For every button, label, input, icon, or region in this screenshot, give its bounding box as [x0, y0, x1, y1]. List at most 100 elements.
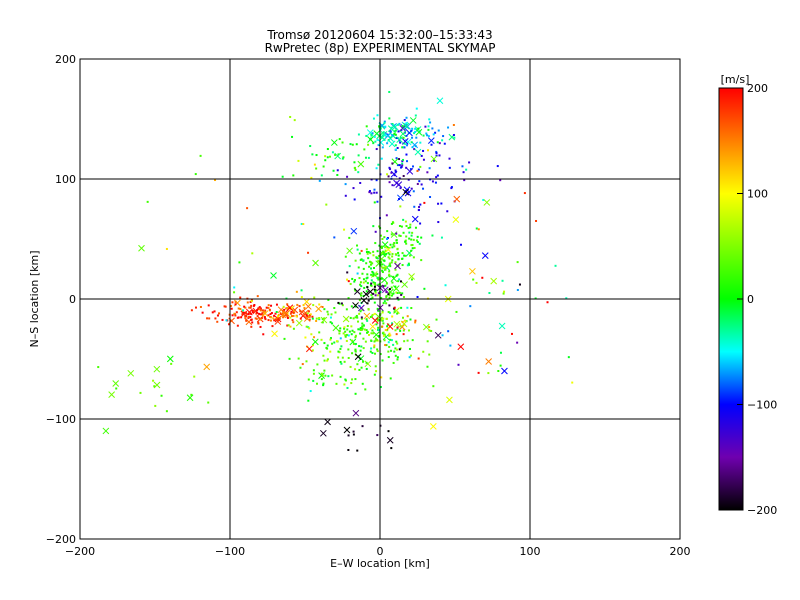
data-point — [420, 236, 423, 239]
data-point — [376, 250, 379, 253]
data-point — [367, 308, 370, 311]
data-point — [414, 127, 417, 130]
data-point — [408, 356, 411, 359]
data-point — [380, 247, 383, 250]
data-point — [385, 344, 388, 347]
data-point — [250, 300, 253, 303]
data-point — [392, 361, 395, 364]
data-point — [389, 265, 392, 268]
data-point — [452, 134, 455, 137]
data-point — [264, 309, 267, 312]
data-point — [382, 131, 385, 134]
data-point — [395, 137, 398, 140]
data-point — [358, 277, 361, 280]
data-point — [310, 176, 313, 179]
data-point — [349, 143, 352, 146]
data-point — [359, 294, 362, 297]
data-point — [399, 187, 402, 190]
data-point — [402, 174, 405, 177]
data-point — [409, 318, 412, 321]
data-point — [362, 347, 365, 350]
data-point — [267, 314, 270, 317]
data-point — [208, 317, 211, 320]
data-point — [354, 342, 357, 345]
data-point — [190, 309, 193, 312]
data-point — [343, 326, 346, 329]
data-point — [286, 307, 289, 310]
data-point — [420, 183, 423, 186]
data-point — [472, 278, 475, 281]
data-point — [390, 261, 393, 264]
data-point — [265, 306, 268, 309]
data-point — [341, 157, 344, 160]
data-point — [392, 292, 395, 295]
data-point-cross — [422, 323, 430, 331]
data-point — [305, 360, 308, 363]
data-point — [225, 319, 228, 322]
data-point — [309, 145, 312, 148]
data-point — [199, 305, 202, 308]
data-point — [291, 135, 294, 138]
data-point-cross — [406, 129, 413, 137]
data-point — [477, 228, 480, 231]
data-point — [422, 158, 425, 161]
data-point — [371, 351, 374, 354]
data-point — [263, 316, 266, 319]
data-point — [481, 276, 484, 279]
data-point — [412, 165, 415, 168]
data-point — [207, 304, 210, 307]
data-point — [516, 341, 519, 344]
data-point — [391, 162, 394, 165]
data-point — [379, 127, 382, 130]
data-point — [396, 146, 399, 149]
data-point — [388, 288, 391, 291]
data-point — [384, 134, 387, 137]
data-point-cross — [112, 380, 120, 387]
data-point — [318, 331, 321, 334]
data-point — [297, 357, 300, 360]
data-point — [354, 334, 357, 337]
data-point-cross — [304, 303, 312, 310]
data-point — [388, 311, 391, 314]
data-point — [347, 348, 350, 351]
data-point — [396, 327, 399, 330]
data-point — [398, 234, 401, 237]
data-point — [376, 138, 379, 141]
data-point-cross — [396, 136, 403, 143]
data-point — [313, 163, 316, 166]
x-tick-label: −200 — [65, 545, 95, 558]
data-point — [252, 304, 255, 307]
data-point — [370, 279, 373, 282]
data-point — [416, 295, 419, 298]
data-point — [499, 179, 502, 182]
data-point — [318, 317, 321, 320]
data-point — [394, 148, 397, 151]
data-point — [429, 121, 432, 124]
data-point — [372, 225, 375, 228]
data-point — [318, 303, 321, 306]
data-point — [391, 259, 394, 262]
data-point — [366, 282, 369, 285]
data-point — [153, 385, 156, 388]
data-point — [267, 319, 270, 322]
data-point-cross — [352, 409, 360, 417]
data-point — [398, 323, 401, 326]
data-point — [415, 239, 418, 242]
data-point — [381, 269, 384, 272]
data-point — [427, 125, 430, 128]
data-point — [359, 283, 362, 286]
data-point — [381, 263, 384, 266]
data-point — [535, 219, 538, 222]
data-point-cross — [393, 320, 401, 328]
data-point — [395, 232, 398, 235]
data-point — [394, 129, 397, 132]
data-point — [447, 330, 450, 333]
data-point — [400, 306, 403, 309]
data-point — [338, 329, 341, 332]
data-point — [389, 334, 392, 337]
data-point — [270, 304, 273, 307]
data-point — [380, 245, 383, 248]
data-point — [347, 434, 350, 437]
data-point — [391, 246, 394, 249]
data-point — [241, 313, 244, 316]
